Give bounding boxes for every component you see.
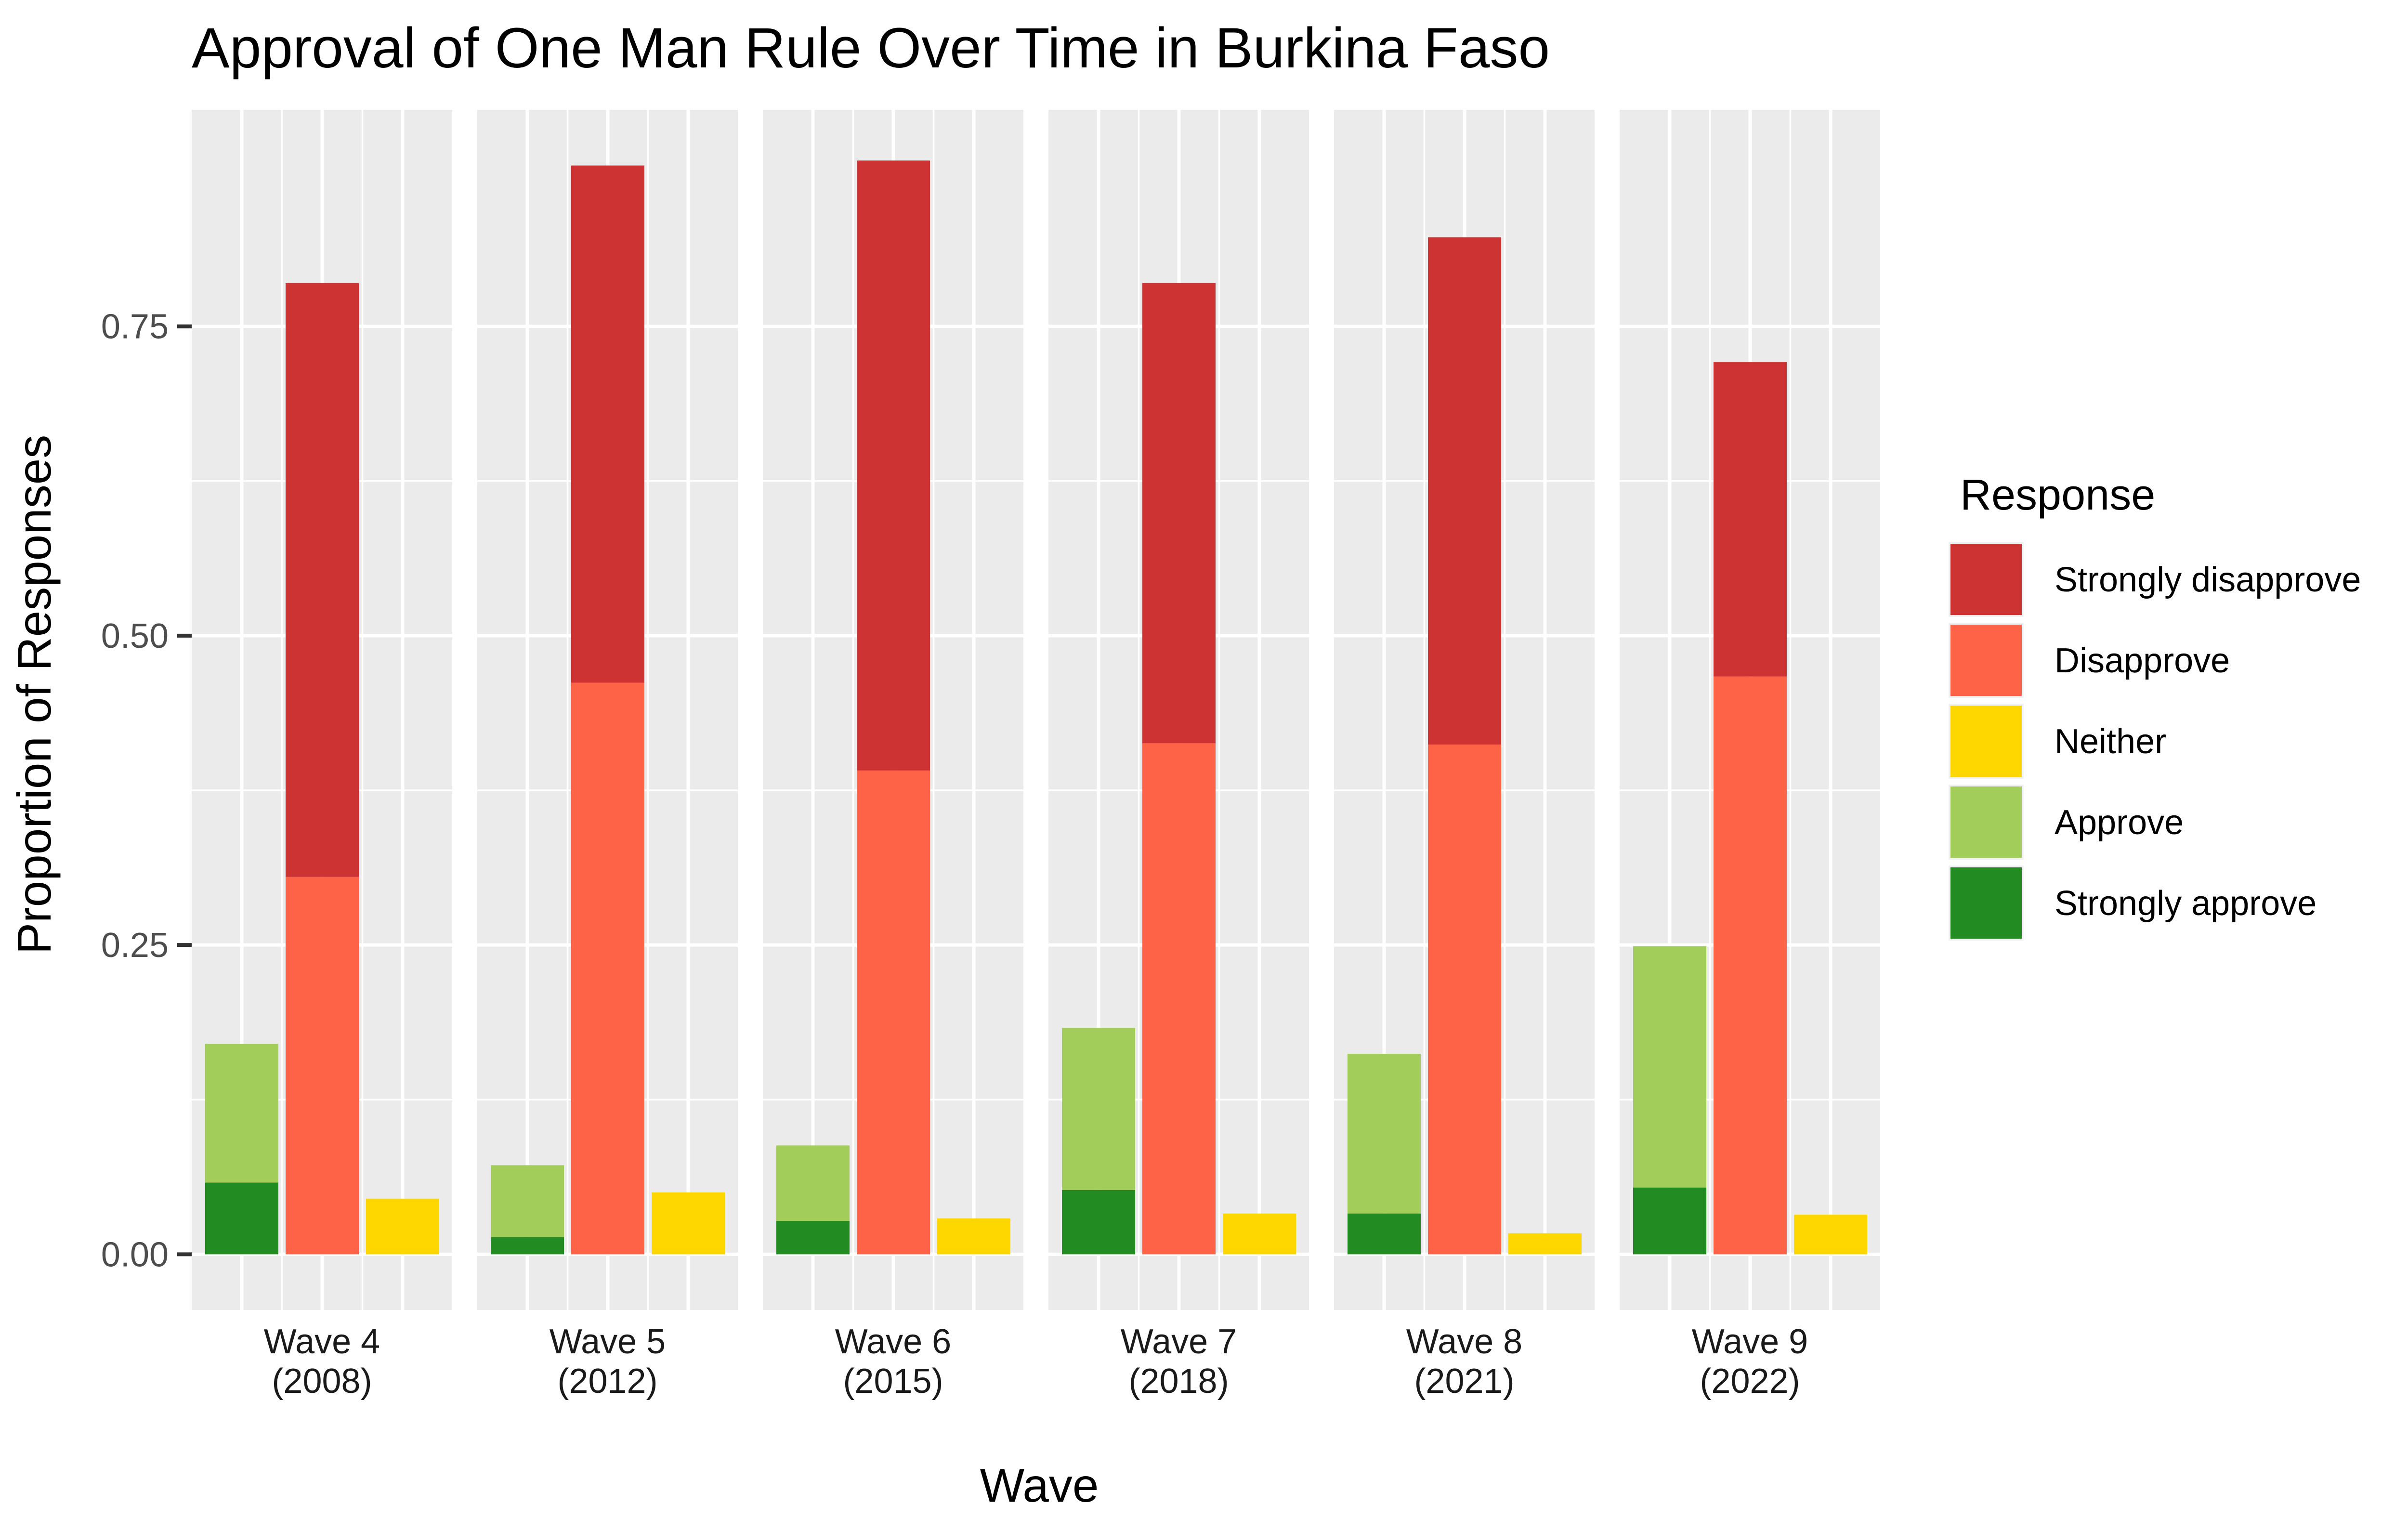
- y-tick-label: 0.25: [101, 926, 169, 965]
- facet-panel: [763, 110, 1023, 1310]
- bar-strongly-approve: [776, 1221, 850, 1255]
- bar-neither: [1223, 1213, 1296, 1255]
- legend-item: Approve: [1949, 785, 2184, 860]
- x-tick-label-line2: (2015): [843, 1362, 943, 1401]
- bar-disapprove: [1142, 743, 1216, 1255]
- x-tick-label-line1: Wave 9: [1692, 1323, 1808, 1361]
- x-tick-label-line1: Wave 7: [1121, 1323, 1237, 1361]
- bar-neither: [366, 1198, 439, 1255]
- y-tick-label: 0.75: [101, 308, 169, 346]
- y-tick-label: 0.00: [101, 1235, 169, 1274]
- bar-strongly-disapprove: [1714, 362, 1787, 677]
- x-tick-label-line2: (2022): [1700, 1362, 1800, 1401]
- bar-strongly-disapprove: [571, 165, 644, 683]
- bar-neither: [1508, 1233, 1582, 1255]
- x-tick-label-line2: (2021): [1414, 1362, 1514, 1401]
- facet-panels: [192, 110, 1880, 1310]
- legend-label: Approve: [2055, 803, 2184, 842]
- legend-swatch: [1950, 706, 2022, 777]
- legend-swatch: [1950, 786, 2022, 858]
- x-tick-label-line1: Wave 4: [264, 1323, 380, 1361]
- bar-strongly-approve: [1348, 1213, 1421, 1255]
- x-tick-label-line1: Wave 8: [1406, 1323, 1522, 1361]
- bar-strongly-approve: [1062, 1190, 1135, 1255]
- bar-disapprove: [286, 877, 359, 1255]
- bar-neither: [652, 1192, 725, 1255]
- y-axis-title: Proportion of Responses: [8, 435, 61, 955]
- y-axis: 0.00 0.25 0.50 0.75: [101, 308, 192, 1274]
- bar-approve: [776, 1145, 850, 1221]
- bar-approve: [205, 1044, 278, 1183]
- bar-approve: [1062, 1028, 1135, 1190]
- legend-label: Disapprove: [2055, 642, 2230, 680]
- bar-disapprove: [1714, 676, 1787, 1255]
- x-tick-labels: Wave 4(2008) Wave 5(2012) Wave 6(2015) Wave…: [264, 1323, 1808, 1401]
- bar-neither: [1794, 1215, 1867, 1255]
- legend-item: Strongly approve: [1949, 865, 2316, 941]
- bar-approve: [491, 1165, 564, 1237]
- chart-title: Approval of One Man Rule Over Time in Bu…: [192, 16, 1550, 80]
- facet-panel: [1048, 110, 1309, 1310]
- legend: Response Strongly disapprove Disapprove Ne…: [1949, 471, 2361, 941]
- legend-swatch: [1950, 625, 2022, 696]
- x-tick-label-line1: Wave 5: [550, 1323, 666, 1361]
- facet-panel: [1620, 110, 1880, 1310]
- bar-disapprove: [857, 770, 930, 1255]
- bar-strongly-approve: [491, 1237, 564, 1255]
- bar-disapprove: [571, 682, 644, 1255]
- x-axis-title: Wave: [980, 1459, 1099, 1512]
- legend-label: Strongly disapprove: [2055, 561, 2361, 599]
- facet-panel: [477, 110, 738, 1310]
- legend-item: Strongly disapprove: [1949, 542, 2361, 617]
- legend-items: Strongly disapprove Disapprove Neither Appr…: [1949, 542, 2361, 941]
- legend-label: Neither: [2055, 722, 2166, 761]
- facet-panel: [192, 110, 452, 1310]
- bar-disapprove: [1428, 744, 1501, 1255]
- legend-title: Response: [1960, 471, 2155, 519]
- bar-approve: [1348, 1054, 1421, 1214]
- legend-label: Strongly approve: [2055, 884, 2316, 923]
- bar-approve: [1633, 946, 1706, 1188]
- bar-strongly-approve: [1633, 1187, 1706, 1255]
- bar-strongly-disapprove: [1142, 283, 1216, 744]
- bar-strongly-disapprove: [286, 283, 359, 877]
- x-tick-label-line2: (2012): [557, 1362, 657, 1401]
- x-tick-label-line1: Wave 6: [835, 1323, 951, 1361]
- facet-panel: [1334, 110, 1595, 1310]
- legend-swatch: [1950, 544, 2022, 615]
- y-tick-label: 0.50: [101, 617, 169, 655]
- legend-item: Disapprove: [1949, 623, 2230, 698]
- bar-neither: [937, 1218, 1010, 1255]
- bar-strongly-disapprove: [1428, 237, 1501, 745]
- legend-swatch: [1950, 867, 2022, 939]
- x-tick-label-line2: (2018): [1128, 1362, 1229, 1401]
- legend-item: Neither: [1949, 704, 2166, 779]
- bar-strongly-approve: [205, 1182, 278, 1255]
- x-tick-label-line2: (2008): [272, 1362, 372, 1401]
- bar-strongly-disapprove: [857, 160, 930, 771]
